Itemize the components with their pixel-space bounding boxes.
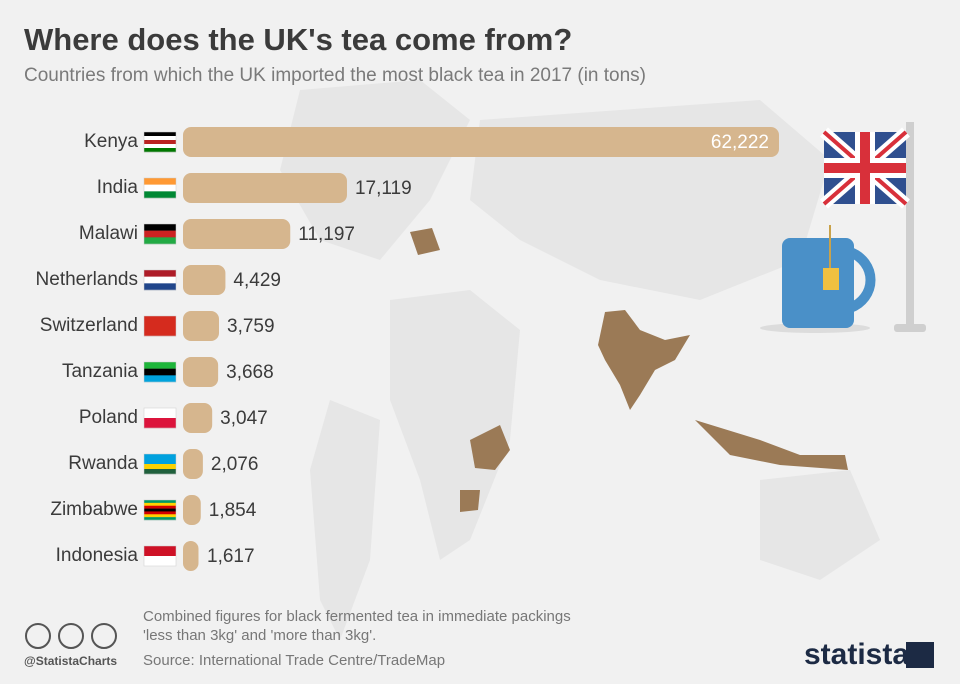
uk-flag	[820, 122, 926, 332]
flag-border	[143, 453, 177, 475]
flag-stripe	[144, 508, 176, 512]
flag-stripe	[144, 283, 176, 291]
flag-stripe	[144, 454, 176, 460]
category-label: Switzerland	[40, 315, 138, 336]
flag-stripe	[144, 362, 176, 369]
category-label: Rwanda	[68, 453, 138, 474]
flag-border	[143, 177, 177, 199]
brand-logo	[906, 642, 934, 668]
flag-stripe	[144, 375, 176, 383]
source: Source: International Trade Centre/Trade…	[143, 652, 445, 669]
bar	[183, 127, 779, 157]
bar	[183, 403, 213, 433]
bar	[183, 311, 220, 341]
bar	[183, 541, 199, 571]
flag-border	[143, 499, 177, 521]
flag-stripe	[144, 514, 176, 518]
flag-border	[143, 315, 177, 337]
value-label: 1,854	[209, 500, 257, 521]
flag-border	[143, 407, 177, 429]
flag-stripe	[144, 276, 176, 284]
flag-stripe	[144, 556, 176, 567]
bar	[183, 495, 201, 525]
category-label: Kenya	[84, 131, 138, 152]
category-label: Indonesia	[56, 545, 139, 566]
value-label: 17,119	[355, 178, 412, 199]
flag-stripe	[144, 517, 176, 521]
category-label: Zimbabwe	[50, 499, 138, 520]
flag-stripe	[144, 178, 176, 185]
flag-border	[143, 223, 177, 245]
flag-stripe	[144, 270, 176, 277]
flag-stripe	[144, 459, 176, 465]
category-label: Netherlands	[36, 269, 138, 290]
license-icons	[25, 623, 117, 649]
flag-stripe	[144, 237, 176, 245]
flag-border	[143, 361, 177, 383]
flag-border	[143, 269, 177, 291]
bar	[183, 173, 347, 203]
chart-subtitle: Countries from which the UK imported the…	[24, 65, 646, 86]
note: Combined figures for black fermented tea…	[143, 608, 571, 625]
category-label: Poland	[79, 407, 138, 428]
value-label: 62,222	[711, 132, 769, 153]
value-label: 2,076	[211, 454, 259, 475]
tea-mug	[760, 225, 876, 333]
flag-stripe	[144, 500, 176, 504]
flag-stripe	[144, 140, 176, 145]
flag-stripe	[144, 184, 176, 192]
value-label: 11,197	[298, 224, 355, 245]
flag-stripe	[144, 464, 176, 470]
flag-stripe	[144, 368, 176, 376]
flag-stripe	[144, 469, 176, 475]
category-label: Tanzania	[62, 361, 138, 382]
value-label: 1,617	[207, 546, 255, 567]
value-label: 3,668	[226, 362, 274, 383]
bars: Kenya 62,222 India 17,119 Malawi 11,197 Nether…	[36, 127, 779, 571]
bar	[183, 357, 219, 387]
value-label: 4,429	[233, 270, 281, 291]
bar	[183, 219, 291, 249]
note: 'less than 3kg' and 'more than 3kg'.	[143, 627, 376, 644]
flag-stripe	[144, 148, 176, 153]
flag-stripe	[144, 511, 176, 515]
flag-stripe	[144, 408, 176, 419]
flag-stripe	[144, 502, 176, 506]
flag-stripe	[144, 191, 176, 199]
value-label: 3,047	[220, 408, 268, 429]
flag-stripe	[144, 144, 176, 149]
credit: @StatistaCharts	[24, 654, 117, 668]
flag-stripe	[144, 546, 176, 557]
brand: statista	[804, 638, 909, 671]
bar	[183, 449, 203, 479]
tea-countries-map	[410, 228, 848, 512]
value-label: 3,759	[227, 316, 275, 337]
flag-stripe	[144, 136, 176, 141]
flag-stripe	[144, 316, 176, 337]
flag-border	[143, 545, 177, 567]
flag-border	[143, 131, 177, 153]
flag-stripe	[144, 132, 176, 137]
bar	[183, 265, 226, 295]
flag-stripe	[144, 418, 176, 429]
flag-stripe	[144, 230, 176, 238]
category-label: India	[97, 177, 139, 198]
category-label: Malawi	[79, 223, 138, 244]
flag-stripe	[144, 505, 176, 509]
background-map	[280, 80, 880, 640]
chart-title: Where does the UK's tea come from?	[24, 22, 572, 57]
flag-stripe	[144, 224, 176, 231]
